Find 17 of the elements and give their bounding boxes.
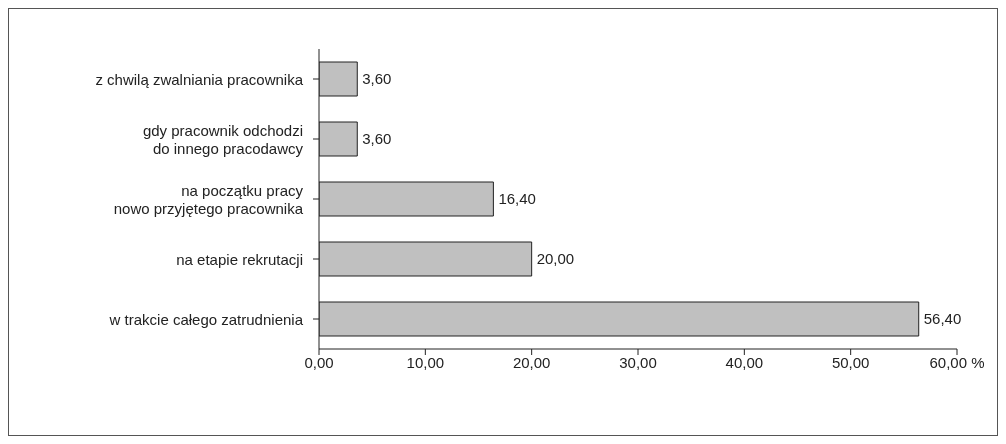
data-label: 3,60 xyxy=(362,130,392,148)
x-tick-label: 30,00 xyxy=(619,353,657,371)
data-label: 16,40 xyxy=(498,190,536,208)
x-tick-label: 20,00 xyxy=(512,353,551,371)
x-tick-label: 50,00 xyxy=(831,353,870,371)
y-tick-label: z chwilą zwalniania pracownika xyxy=(95,70,304,88)
x-tick-label: 60,00 % xyxy=(929,353,985,371)
x-tick-label: 40,00 xyxy=(725,353,764,371)
data-label: 56,40 xyxy=(923,310,962,328)
data-label: 3,60 xyxy=(362,70,392,88)
y-tick-label: w trakcie całego zatrudnienia xyxy=(108,310,304,328)
data-label: 20,00 xyxy=(536,250,575,268)
x-tick-label: 10,00 xyxy=(406,353,445,371)
y-tick-label: na etapie rekrutacji xyxy=(176,250,303,268)
x-tick-label: 0,00 xyxy=(304,353,334,371)
y-tick-label: gdy pracownik odchodzi do innego pracodawcy xyxy=(142,121,304,157)
y-tick-label: na początku pracy nowo przyjętego pracownika xyxy=(113,181,304,217)
